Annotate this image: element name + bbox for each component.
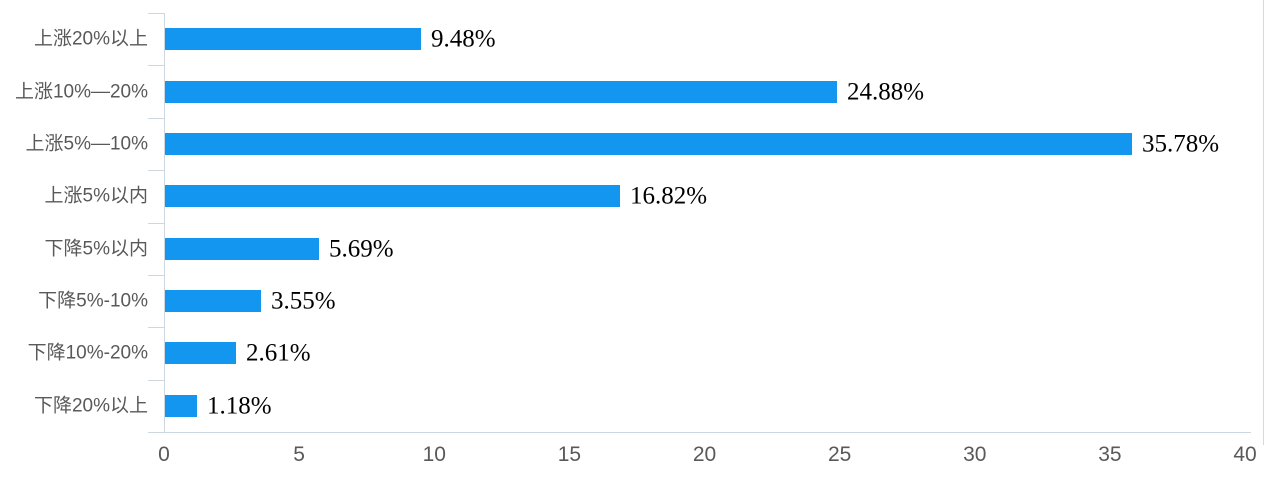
value-label: 16.82% <box>630 182 708 210</box>
x-axis-tick-label: 35 <box>1098 443 1122 466</box>
category-label: 下降20%以上 <box>33 395 148 417</box>
y-axis-tick <box>148 380 164 381</box>
category-label: 上涨20%以上 <box>33 28 148 50</box>
bar <box>165 290 261 312</box>
x-axis-tick-label: 15 <box>557 443 582 466</box>
x-axis-line <box>148 432 1251 433</box>
x-axis-tick-label: 30 <box>963 443 987 466</box>
value-label: 9.48% <box>431 25 496 53</box>
value-label: 35.78% <box>1142 130 1220 158</box>
value-label: 3.55% <box>271 287 336 315</box>
x-axis-tick-label: 0 <box>158 443 170 466</box>
x-axis-tick-label: 10 <box>422 443 446 466</box>
category-label: 上涨10%—20% <box>14 81 148 103</box>
x-axis-tick-label: 25 <box>827 443 852 466</box>
category-label: 下降5%以内 <box>44 238 148 260</box>
y-axis-tick <box>148 432 164 433</box>
y-axis-tick <box>148 327 164 328</box>
value-label: 2.61% <box>246 339 311 367</box>
x-axis-tick-label: 40 <box>1233 443 1257 466</box>
x-axis-tick-label: 20 <box>692 443 717 466</box>
bar <box>165 238 319 260</box>
value-label: 24.88% <box>847 78 925 106</box>
bar <box>165 395 197 417</box>
y-axis-tick <box>148 223 164 224</box>
y-axis-tick <box>148 275 164 276</box>
category-label: 下降10%-20% <box>27 342 148 364</box>
bar <box>165 342 236 364</box>
category-label: 上涨5%以内 <box>44 185 148 207</box>
y-axis-tick <box>148 118 164 119</box>
category-label: 上涨5%—10% <box>25 133 149 155</box>
y-axis-line <box>164 13 165 432</box>
bar <box>165 81 837 103</box>
y-axis-tick <box>148 13 164 14</box>
category-label: 下降5%-10% <box>38 290 148 312</box>
bar <box>165 185 620 207</box>
x-axis-tick-label: 5 <box>293 443 305 466</box>
value-label: 1.18% <box>207 392 272 420</box>
bar <box>165 133 1132 155</box>
value-label: 5.69% <box>329 235 394 263</box>
chart-right-border <box>1263 0 1264 445</box>
y-axis-tick <box>148 65 164 66</box>
y-axis-tick <box>148 170 164 171</box>
bar <box>165 28 421 50</box>
